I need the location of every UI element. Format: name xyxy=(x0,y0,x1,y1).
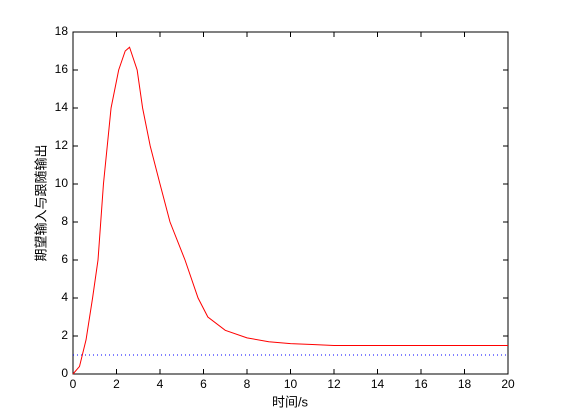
x-tick-label: 2 xyxy=(113,377,120,391)
x-tick-label: 10 xyxy=(284,377,298,391)
x-tick-label: 0 xyxy=(70,377,77,391)
x-axis-label: 时间/s xyxy=(272,394,309,409)
x-tick-label: 6 xyxy=(200,377,207,391)
y-tick-label: 4 xyxy=(61,290,68,304)
y-tick-label: 16 xyxy=(55,62,69,76)
y-tick-label: 6 xyxy=(61,252,68,266)
x-tick-label: 14 xyxy=(371,377,385,391)
x-tick-label: 20 xyxy=(501,377,515,391)
x-tick-label: 12 xyxy=(327,377,341,391)
x-tick-label: 16 xyxy=(414,377,428,391)
x-tick-label: 4 xyxy=(157,377,164,391)
y-tick-label: 2 xyxy=(61,328,68,342)
y-tick-label: 10 xyxy=(55,176,69,190)
x-tick-label: 18 xyxy=(458,377,472,391)
data-line xyxy=(72,46,508,375)
y-tick-label: 8 xyxy=(61,214,68,228)
y-axis-label: 期望输入与跟随输出 xyxy=(33,144,48,261)
y-tick-label: 18 xyxy=(55,24,69,38)
y-tick-label: 12 xyxy=(55,138,69,152)
y-tick-label: 0 xyxy=(61,366,68,380)
x-tick-label: 8 xyxy=(244,377,251,391)
y-tick-label: 14 xyxy=(55,100,69,114)
plot-box xyxy=(72,31,509,375)
